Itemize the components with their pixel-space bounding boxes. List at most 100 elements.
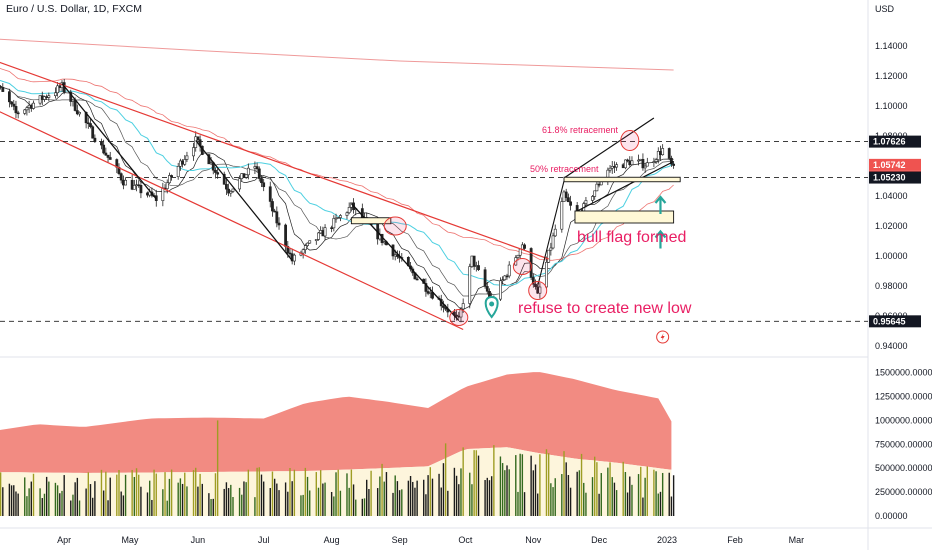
low-highlight <box>449 309 469 326</box>
candle-body <box>626 159 629 162</box>
candle-body <box>661 148 665 156</box>
breakout-highlight <box>383 216 407 236</box>
candle-body <box>330 227 334 229</box>
flag-upper-line <box>563 117 655 179</box>
price-tag-label: 1.07626 <box>873 137 906 147</box>
candle-body <box>656 151 660 160</box>
ma-long-line <box>0 38 674 71</box>
candle-body <box>455 314 458 317</box>
candle-body <box>121 179 125 186</box>
candle-body <box>393 254 397 257</box>
candle-body <box>499 280 502 300</box>
candle-body <box>621 164 625 169</box>
candle-body <box>308 240 312 244</box>
candle-body <box>566 197 570 203</box>
candle-body <box>214 169 217 173</box>
impulse-leg-line <box>195 140 293 261</box>
candle-body <box>639 158 643 161</box>
candle-body <box>7 91 11 103</box>
candle-body <box>69 91 73 102</box>
time-tick-label: Dec <box>591 535 608 545</box>
candle-body <box>38 95 42 104</box>
price-tag-label: 0.95645 <box>873 316 906 326</box>
candle-body <box>615 164 619 168</box>
time-tick-label: Jul <box>258 535 270 545</box>
support-zone <box>563 176 681 183</box>
candle-body <box>426 291 430 294</box>
candle-body <box>659 151 662 156</box>
fib-50-label: 50% retracement <box>530 164 599 174</box>
candle-body <box>319 230 323 234</box>
candle-body <box>273 210 277 213</box>
candle-body <box>262 182 266 188</box>
candle-body <box>591 196 594 201</box>
flag-lower-line <box>576 160 674 212</box>
candle-body <box>135 184 138 187</box>
chart-title: Euro / U.S. Dollar, 1D, FXCM <box>6 3 142 15</box>
candle-body <box>623 159 627 169</box>
candle-body <box>503 275 507 281</box>
price-tick-label: 0.98000 <box>875 281 908 291</box>
price-tag <box>869 135 921 148</box>
candle-body <box>551 235 555 249</box>
price-tick-label: 1.02000 <box>875 221 908 231</box>
candle-body <box>564 191 568 198</box>
candle-body <box>257 168 261 179</box>
ma-cyan-line <box>0 80 674 287</box>
time-tick-label: Sep <box>392 535 408 545</box>
volume-tick-label: 1250000.00000 <box>875 392 932 402</box>
candle-body <box>415 278 419 281</box>
candle-body <box>0 86 3 88</box>
location-pin-icon <box>484 295 499 319</box>
candle-body <box>459 308 463 318</box>
candle-body <box>14 106 18 114</box>
candle-body <box>165 182 169 190</box>
candle-body <box>424 283 428 292</box>
candle-body <box>468 266 472 304</box>
support-zone <box>574 210 675 224</box>
candle-body <box>16 112 20 115</box>
candle-body <box>75 110 79 115</box>
price-tick-label: 1.14000 <box>875 41 908 51</box>
candle-body <box>255 166 259 170</box>
time-tick-label: Mar <box>789 535 805 545</box>
candle-body <box>268 186 272 202</box>
candle-body <box>641 158 645 169</box>
price-tick-label: 1.00000 <box>875 251 908 261</box>
candle-body <box>32 102 35 109</box>
lightning-glyph <box>660 333 665 341</box>
candle-body <box>637 159 640 162</box>
refuse-label: refuse to create new low <box>518 300 692 317</box>
price-tag-label: 1.05230 <box>873 173 906 183</box>
candle-body <box>108 157 112 160</box>
candle-body <box>672 163 676 166</box>
volume-tick-label: 750000.00000 <box>875 439 932 449</box>
candle-body <box>610 166 614 169</box>
candle-body <box>628 160 632 166</box>
candle-body <box>345 212 349 216</box>
volume-tick-label: 500000.00000 <box>875 463 932 473</box>
candle-body <box>54 92 57 97</box>
candle-body <box>321 230 325 237</box>
candle-body <box>185 155 189 160</box>
channel-lower-line <box>0 111 464 331</box>
candle-body <box>306 242 309 246</box>
candle-body <box>507 264 511 277</box>
fib-618-label: 61.8% retracement <box>542 125 619 135</box>
candle-body <box>260 178 263 184</box>
candle-body <box>56 85 60 94</box>
candle-body <box>106 154 110 158</box>
candle-body <box>593 190 597 197</box>
candle-body <box>78 112 81 115</box>
arrow-up-icon <box>654 229 667 249</box>
candle-body <box>253 166 257 169</box>
candle-body <box>560 201 564 230</box>
candle-body <box>124 179 127 186</box>
retest-highlight <box>512 258 532 275</box>
candle-body <box>225 184 228 190</box>
candle-body <box>505 275 509 278</box>
candle-body <box>40 95 44 100</box>
candle-body <box>43 96 46 100</box>
